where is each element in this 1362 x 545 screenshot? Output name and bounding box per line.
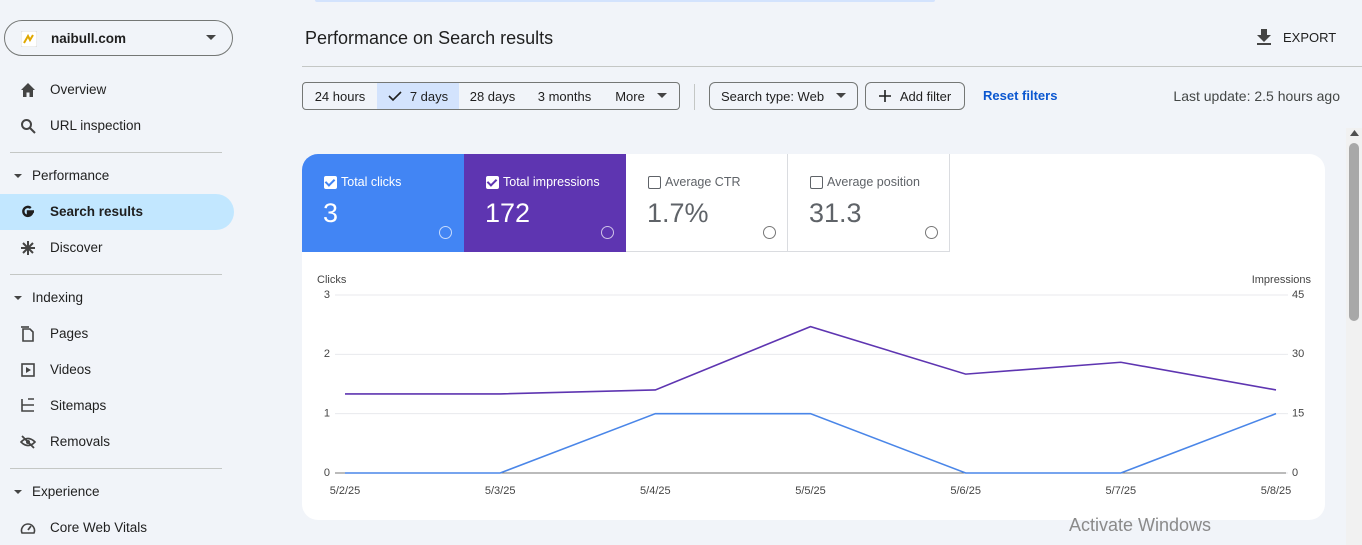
dropdown-caret <box>836 93 847 98</box>
metric-tile[interactable] <box>788 154 950 252</box>
export-button[interactable]: EXPORT <box>1283 30 1337 45</box>
watermark: Activate Windows <box>1069 515 1212 535</box>
nav-icon <box>21 398 34 412</box>
property-name: naibull.com <box>51 31 127 46</box>
nav-section-title[interactable]: Experience <box>32 484 100 499</box>
nav-item[interactable]: Discover <box>50 240 103 255</box>
scroll-up[interactable] <box>1350 129 1359 137</box>
y2-tick-label: 45 <box>1292 289 1304 301</box>
nav-item[interactable]: Pages <box>50 326 89 341</box>
metric-value: 31.3 <box>809 198 862 228</box>
metric-checkbox[interactable] <box>810 176 823 189</box>
search-type-button[interactable]: Search type: Web <box>709 82 858 110</box>
nav-icon <box>21 83 35 97</box>
filter-divider <box>694 84 695 110</box>
y-axis-title: Clicks <box>317 274 347 286</box>
nav-icon <box>14 490 22 494</box>
search-type-label: Search type: Web <box>720 88 825 104</box>
nav-icon <box>22 205 34 218</box>
metric-checkbox[interactable] <box>324 176 337 189</box>
nav-item[interactable]: Search results <box>50 204 144 219</box>
check-icon <box>388 91 402 102</box>
nav-icon <box>21 241 35 255</box>
nav-icon <box>21 363 35 377</box>
metric-value: 1.7% <box>647 198 709 228</box>
metric-label: Average position <box>827 175 920 189</box>
nav-divider <box>10 274 222 275</box>
x-tick-label: 5/2/25 <box>330 485 361 497</box>
x-tick-label: 5/6/25 <box>950 485 981 497</box>
dropdown-caret <box>206 35 216 40</box>
help-icon[interactable] <box>763 226 776 239</box>
y-tick-label: 1 <box>324 408 330 420</box>
help-icon[interactable] <box>601 226 614 239</box>
metric-tile[interactable] <box>302 154 464 252</box>
y2-tick-label: 30 <box>1292 348 1304 360</box>
reset-filters[interactable]: Reset filters <box>983 88 1058 103</box>
x-tick-label: 5/5/25 <box>795 485 826 497</box>
nav-section-title[interactable]: Indexing <box>32 290 84 305</box>
add-filter-label: Add filter <box>899 88 952 104</box>
help-icon[interactable] <box>439 226 452 239</box>
metric-label: Total clicks <box>341 175 402 189</box>
help-icon[interactable] <box>925 226 938 239</box>
range-label: More <box>615 88 645 104</box>
dropdown-caret <box>656 93 667 98</box>
metric-label: Average CTR <box>665 175 741 189</box>
series-line <box>345 412 1277 474</box>
plus-icon <box>878 90 891 102</box>
y2-tick-label: 15 <box>1292 408 1304 420</box>
range-label: 7 days <box>409 88 449 104</box>
y2-tick-label: 0 <box>1292 467 1298 479</box>
x-tick-label: 5/3/25 <box>485 485 516 497</box>
nav-icon <box>14 174 22 178</box>
y-tick-label: 3 <box>324 289 330 301</box>
export-icon <box>1257 29 1271 45</box>
x-tick-label: 5/8/25 <box>1261 485 1292 497</box>
nav-section-title[interactable]: Performance <box>32 168 110 183</box>
nav-icon <box>21 119 36 134</box>
range-button[interactable]: 24 hours <box>302 82 378 110</box>
last-update: Last update: 2.5 hours ago <box>1173 88 1340 104</box>
nav-item[interactable]: Videos <box>50 362 92 377</box>
range-button[interactable]: 28 days <box>459 82 527 110</box>
y-tick-label: 2 <box>324 348 330 360</box>
metric-tile[interactable] <box>464 154 626 252</box>
nav-divider <box>10 468 222 469</box>
header-divider <box>302 66 1362 67</box>
property-selector[interactable]: naibull.com <box>4 20 233 56</box>
nav-item[interactable]: Overview <box>50 82 107 97</box>
nav-icon <box>21 326 34 342</box>
nav-item[interactable]: Sitemaps <box>50 398 107 413</box>
nav-divider <box>10 152 222 153</box>
nav-icon <box>20 523 36 534</box>
x-tick-label: 5/4/25 <box>640 485 671 497</box>
page-title: Performance on Search results <box>305 28 554 48</box>
property-icon <box>21 31 37 47</box>
x-tick-label: 5/7/25 <box>1106 485 1137 497</box>
series-line <box>345 325 1277 395</box>
range-more[interactable]: More <box>603 82 680 110</box>
nav-item[interactable]: Core Web Vitals <box>50 520 148 535</box>
nav-item[interactable]: Removals <box>50 434 111 449</box>
metric-checkbox[interactable] <box>486 176 499 189</box>
scrollbar-thumb[interactable] <box>1349 143 1359 321</box>
metric-value: 172 <box>485 198 531 228</box>
nav-icon <box>14 296 22 300</box>
y-tick-label: 0 <box>324 467 330 479</box>
y2-axis-title: Impressions <box>1252 274 1312 286</box>
nav-icon <box>20 435 36 449</box>
nav-item[interactable]: URL inspection <box>50 118 142 133</box>
metric-value: 3 <box>323 198 339 228</box>
add-filter-button[interactable]: Add filter <box>865 82 965 110</box>
metric-label: Total impressions <box>503 175 600 189</box>
range-button[interactable]: 3 months <box>526 82 604 110</box>
range-button-selected[interactable]: 7 days <box>377 82 460 110</box>
nav-item-active[interactable] <box>0 194 234 230</box>
top-bar <box>315 0 935 2</box>
metric-tile[interactable] <box>626 154 788 252</box>
metric-checkbox[interactable] <box>648 176 661 189</box>
